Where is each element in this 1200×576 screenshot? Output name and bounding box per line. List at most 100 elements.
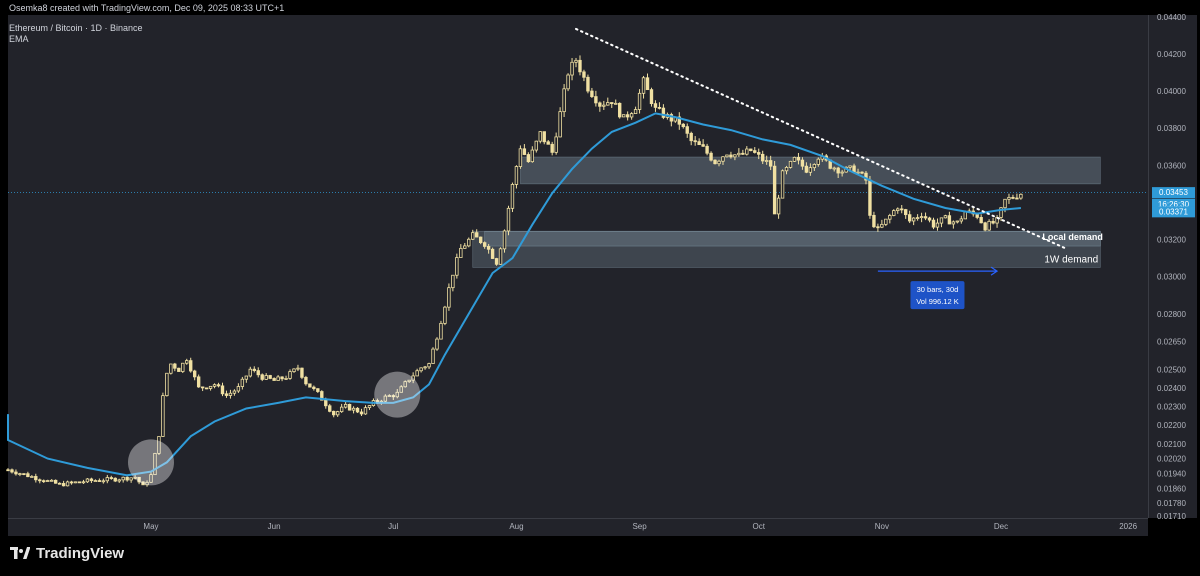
price-label-text: 0.03371 xyxy=(1159,207,1188,216)
candle-body xyxy=(320,391,324,401)
candle-body xyxy=(701,144,705,147)
candle-body xyxy=(526,154,531,163)
candle-body xyxy=(38,479,42,482)
candle-body xyxy=(959,218,964,222)
x-tick-label: Oct xyxy=(753,522,766,531)
candle-body xyxy=(637,92,642,110)
candle-body xyxy=(69,481,74,484)
candle-body xyxy=(236,386,241,392)
candle-body xyxy=(165,372,169,397)
candle-body xyxy=(494,258,499,265)
candle-body xyxy=(109,477,113,479)
candle-body xyxy=(721,156,725,162)
candle-body xyxy=(145,481,149,486)
candle-body xyxy=(89,478,94,482)
candle-body xyxy=(173,363,177,369)
candle-body xyxy=(42,480,46,483)
time-scale-area xyxy=(8,518,1148,536)
candle-body xyxy=(856,171,860,174)
x-tick-label: Dec xyxy=(994,522,1008,531)
symbol-title[interactable]: Ethereum / Bitcoin · 1D · Binance xyxy=(9,23,143,33)
candle-body xyxy=(999,207,1003,218)
candle-body xyxy=(192,370,197,378)
zone-label-local-demand: Local demand xyxy=(1042,232,1103,242)
candle-body xyxy=(915,217,920,220)
y-tick-label: 0.01780 xyxy=(1157,499,1186,508)
candle-body xyxy=(812,164,817,169)
candle-body xyxy=(419,367,423,372)
candle-body xyxy=(792,156,797,162)
candle-body xyxy=(185,360,189,364)
price-label-text: 0.03453 xyxy=(1159,188,1188,197)
candle-body xyxy=(240,378,245,387)
candle-body xyxy=(578,59,582,73)
candle-body xyxy=(50,479,54,482)
candle-body xyxy=(669,114,674,122)
candle-body xyxy=(629,113,634,118)
candle-body xyxy=(232,390,237,394)
candle-body xyxy=(542,131,546,143)
candle-body xyxy=(363,407,368,415)
candle-body xyxy=(18,473,22,476)
candle-body xyxy=(991,220,995,224)
price-label-text: 16:26:30 xyxy=(1158,200,1190,209)
candle-body xyxy=(649,89,654,105)
candle-body xyxy=(598,102,602,107)
candle-body xyxy=(618,102,622,118)
candle-body xyxy=(943,215,948,219)
y-tick-label: 0.03600 xyxy=(1157,161,1186,170)
candle-body xyxy=(169,363,173,374)
candle-body xyxy=(73,481,78,484)
candle-body xyxy=(292,368,296,372)
candle-body xyxy=(888,215,892,220)
candle-body xyxy=(1019,193,1023,199)
candle-body xyxy=(510,184,515,209)
candle-body xyxy=(181,362,185,372)
candle-body xyxy=(554,136,558,153)
candle-body xyxy=(582,71,586,78)
candle-body xyxy=(113,477,117,482)
candle-body xyxy=(590,90,594,97)
candle-body xyxy=(800,159,805,167)
candle-body xyxy=(212,384,217,387)
tradingview-brand[interactable]: TradingView xyxy=(10,545,124,562)
candle-body xyxy=(264,375,268,380)
candle-body xyxy=(689,132,693,142)
y-tick-label: 0.01860 xyxy=(1157,484,1186,493)
candle-body xyxy=(383,395,388,402)
candle-body xyxy=(482,242,487,247)
x-tick-label: Sep xyxy=(632,522,647,531)
candle-body xyxy=(431,348,435,364)
candle-body xyxy=(907,214,912,222)
candle-body xyxy=(546,141,550,145)
candle-body xyxy=(772,165,777,215)
candle-body xyxy=(983,222,987,231)
candle-body xyxy=(753,150,757,153)
candle-body xyxy=(46,480,50,482)
candle-body xyxy=(836,167,840,174)
ema-line xyxy=(7,112,1021,477)
candle-body xyxy=(411,375,415,381)
candle-body xyxy=(733,154,737,158)
dotted-trendline xyxy=(575,27,1066,249)
candle-body xyxy=(574,59,578,63)
candle-body xyxy=(248,368,252,377)
candle-body xyxy=(129,477,133,481)
x-tick-label: Jun xyxy=(268,522,281,531)
candle-body xyxy=(256,370,260,376)
zone-label-1w-demand: 1W demand xyxy=(1044,254,1098,265)
candle-body xyxy=(26,473,30,478)
candle-body xyxy=(1015,197,1019,200)
x-tick-label: 2026 xyxy=(1119,522,1137,531)
price-scale-area xyxy=(1148,15,1197,518)
candle-body xyxy=(478,236,483,244)
indicator-label[interactable]: EMA xyxy=(9,34,29,44)
candle-body xyxy=(979,217,983,224)
candle-body xyxy=(709,152,713,161)
candle-body xyxy=(892,210,896,216)
highlight-circle xyxy=(374,371,421,418)
candle-body xyxy=(919,216,924,219)
candle-body xyxy=(359,411,364,415)
candle-body xyxy=(204,387,209,390)
